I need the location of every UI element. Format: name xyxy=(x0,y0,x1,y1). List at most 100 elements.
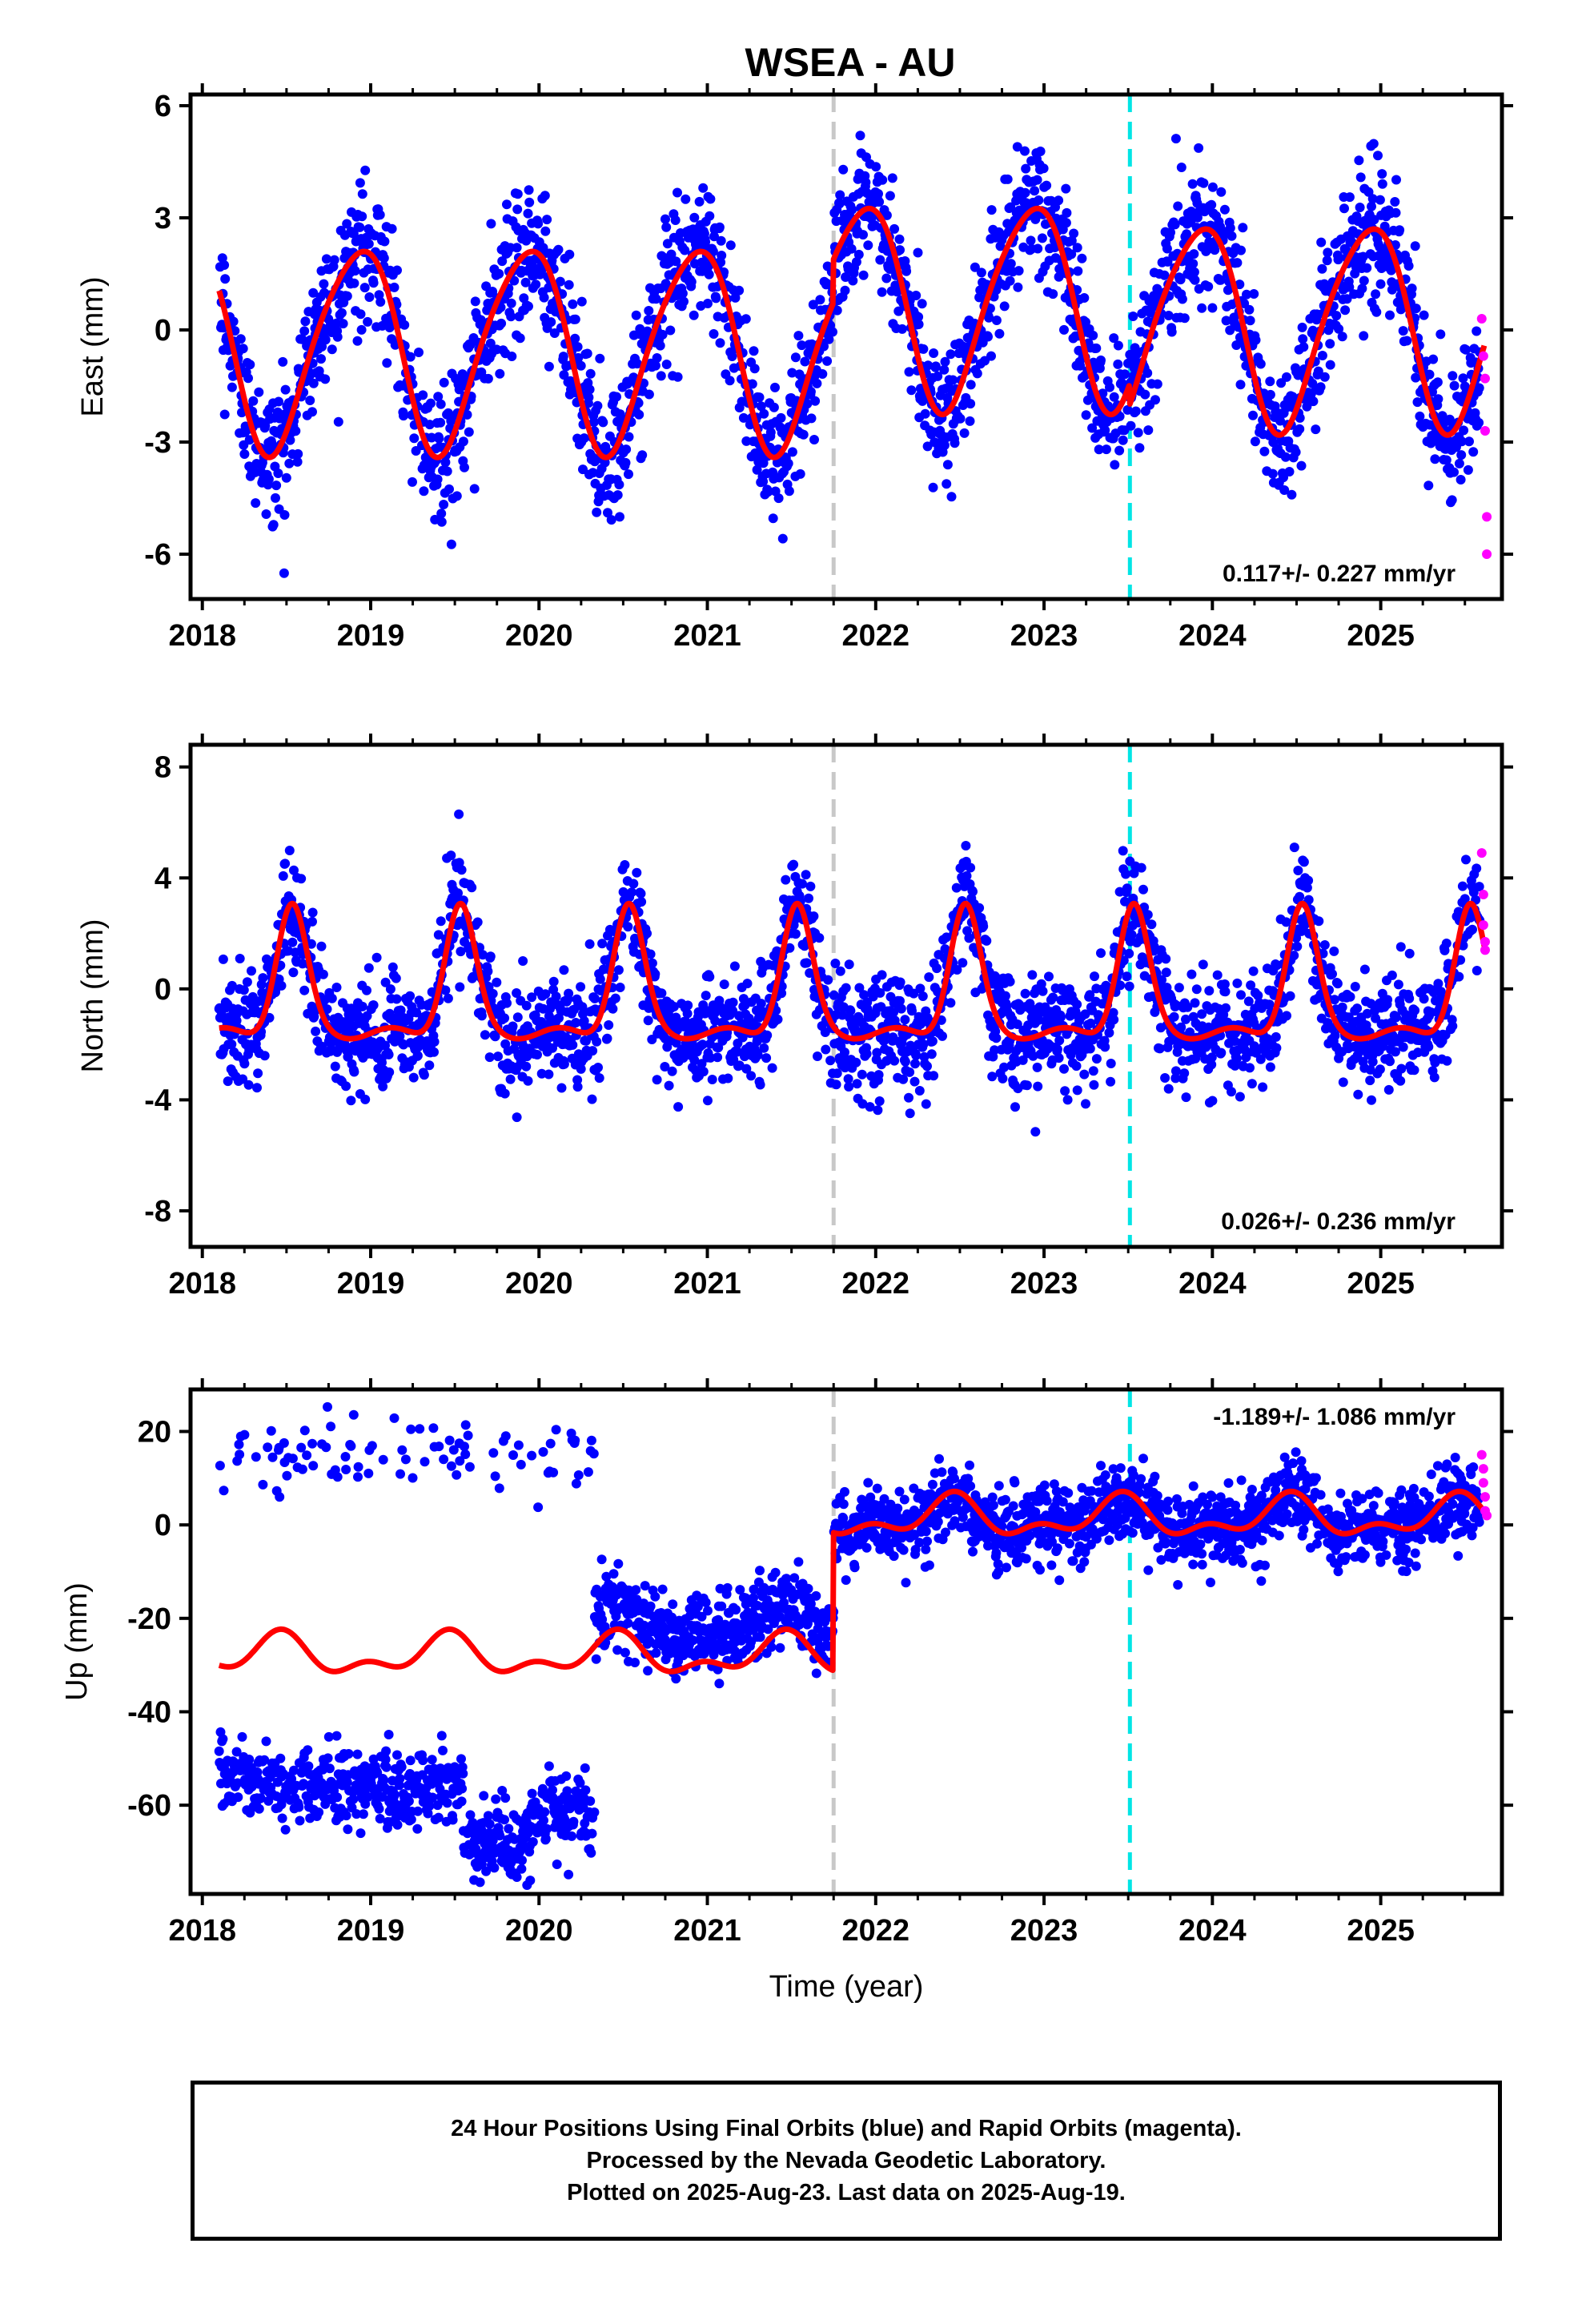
data-point xyxy=(938,1031,947,1041)
data-point xyxy=(327,993,337,1003)
rapid-point xyxy=(1480,945,1490,955)
data-point xyxy=(1124,948,1134,959)
data-point xyxy=(657,329,668,340)
data-point xyxy=(1239,1044,1250,1055)
data-point xyxy=(349,1067,359,1077)
data-point xyxy=(1354,155,1364,166)
data-point xyxy=(532,1050,542,1059)
data-point xyxy=(235,954,245,963)
data-point xyxy=(984,312,994,323)
data-point xyxy=(1317,263,1327,274)
data-point xyxy=(355,178,365,188)
data-point xyxy=(665,325,676,336)
data-point xyxy=(1207,303,1218,313)
data-point xyxy=(927,1036,938,1047)
data-point xyxy=(1152,379,1162,389)
data-point xyxy=(1203,281,1214,292)
data-point xyxy=(1265,1062,1275,1072)
data-point xyxy=(1371,1013,1381,1023)
data-point xyxy=(1194,143,1204,153)
data-point xyxy=(637,450,648,460)
data-point xyxy=(455,982,465,992)
data-point xyxy=(906,385,917,396)
data-point xyxy=(456,947,466,957)
data-point xyxy=(357,1001,367,1011)
data-point xyxy=(1457,881,1468,891)
data-point xyxy=(377,1057,387,1068)
data-point xyxy=(813,1051,822,1061)
data-point xyxy=(359,283,370,293)
data-point xyxy=(940,356,950,367)
data-point xyxy=(670,215,681,225)
data-point xyxy=(1235,380,1246,390)
data-point xyxy=(444,484,454,494)
data-point xyxy=(368,1000,379,1011)
data-point xyxy=(576,296,587,307)
data-point xyxy=(1391,207,1401,218)
data-point xyxy=(576,982,586,992)
data-point xyxy=(342,291,352,301)
data-point xyxy=(773,493,784,504)
data-point xyxy=(804,893,813,903)
data-point xyxy=(770,382,780,392)
data-point xyxy=(1410,241,1420,251)
data-point xyxy=(991,316,1002,325)
data-point xyxy=(1231,1053,1242,1063)
data-point xyxy=(322,1004,332,1015)
data-point xyxy=(1190,998,1200,1008)
data-point xyxy=(1271,1043,1282,1053)
data-point xyxy=(858,230,868,240)
data-point xyxy=(1087,423,1098,433)
data-point xyxy=(349,278,359,288)
data-point xyxy=(844,1082,854,1092)
x-tick-label: 2023 xyxy=(1010,1267,1078,1301)
data-point xyxy=(897,324,907,334)
data-point xyxy=(1186,207,1196,216)
data-point xyxy=(555,276,565,287)
data-point xyxy=(1442,1055,1452,1066)
data-point xyxy=(1456,436,1467,447)
data-point xyxy=(1267,468,1278,479)
data-point xyxy=(252,1083,262,1093)
data-point xyxy=(1176,1022,1186,1032)
data-point xyxy=(877,175,888,185)
data-point xyxy=(793,331,804,341)
data-point xyxy=(730,292,741,303)
data-point xyxy=(254,387,264,397)
data-point xyxy=(1121,869,1131,879)
data-point xyxy=(715,338,725,348)
data-point xyxy=(502,998,512,1008)
data-point xyxy=(319,279,329,289)
data-point xyxy=(1179,313,1190,324)
data-point xyxy=(698,183,709,193)
data-point xyxy=(1005,275,1015,286)
data-point xyxy=(758,458,769,468)
data-point xyxy=(889,1007,898,1018)
data-point xyxy=(1342,294,1352,304)
data-point xyxy=(446,850,456,861)
data-point xyxy=(1472,966,1482,975)
data-point xyxy=(805,387,816,397)
data-point xyxy=(357,211,367,222)
data-point xyxy=(589,993,600,1003)
data-point xyxy=(1319,940,1330,950)
data-point xyxy=(911,1050,921,1060)
data-point xyxy=(408,1072,419,1083)
data-point xyxy=(524,301,533,312)
data-point xyxy=(375,297,386,307)
data-point xyxy=(1291,447,1301,457)
data-point xyxy=(307,916,317,927)
data-point xyxy=(485,338,496,348)
data-point xyxy=(889,1055,900,1066)
rapid-point xyxy=(1478,920,1488,931)
data-point xyxy=(1181,1092,1191,1103)
data-point xyxy=(840,285,850,296)
data-point xyxy=(1368,139,1379,149)
data-point xyxy=(261,509,271,519)
data-point xyxy=(251,498,261,509)
rapid-point xyxy=(1480,426,1490,436)
data-point xyxy=(1199,178,1209,188)
data-point xyxy=(1454,458,1464,468)
data-point xyxy=(704,269,714,279)
data-point xyxy=(832,1068,842,1079)
